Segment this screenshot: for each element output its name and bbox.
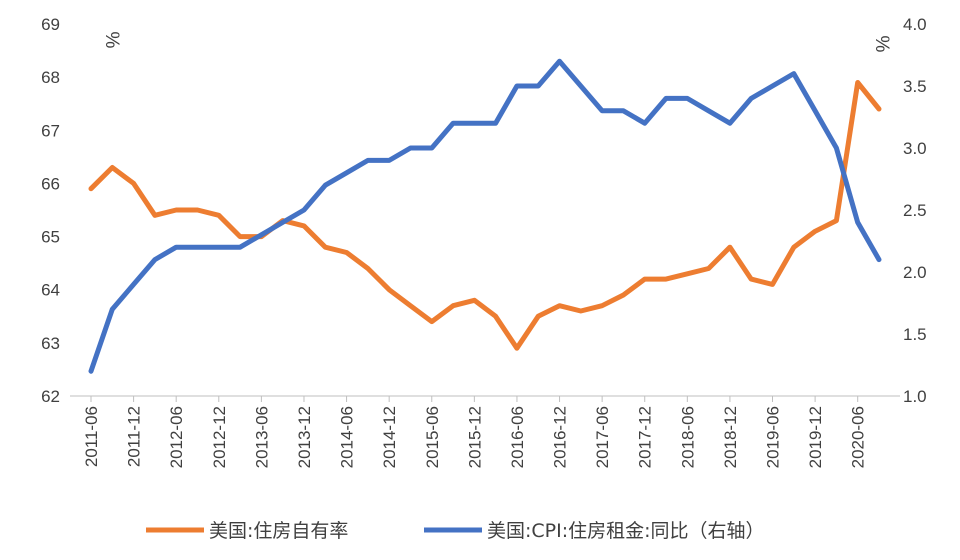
left-y-tick-label: 62 bbox=[41, 387, 60, 406]
series-layer bbox=[88, 58, 882, 374]
legend-label-homeownership-rate: 美国:住房自有率 bbox=[209, 520, 348, 542]
x-tick-label: 2011-06 bbox=[82, 406, 101, 467]
right-y-axis-ticks: 1.0 1.5 2.0 2.5 3.0 3.5 4.0 bbox=[903, 15, 927, 406]
x-tick-label: 2014-06 bbox=[338, 406, 357, 468]
x-tick-label: 2013-12 bbox=[295, 406, 314, 468]
legend-label-rent-cpi-yoy: 美国:CPI:住房租金:同比（右轴） bbox=[487, 520, 765, 542]
x-tick-label: 2017-12 bbox=[636, 406, 655, 468]
x-axis-ticks: 2011-06 2011-12 2012-06 2012-12 2013-06 2013-… bbox=[82, 396, 868, 468]
left-y-tick-label: 68 bbox=[41, 68, 60, 87]
series-line-rent-cpi-yoy bbox=[88, 58, 882, 374]
left-y-tick-label: 64 bbox=[41, 281, 60, 300]
left-y-tick-label: 69 bbox=[41, 15, 60, 34]
legend: 美国:住房自有率 美国:CPI:住房租金:同比（右轴） bbox=[146, 520, 765, 542]
x-tick-label: 2015-12 bbox=[465, 406, 484, 468]
left-y-tick-label: 65 bbox=[41, 228, 60, 247]
x-tick-label: 2018-06 bbox=[678, 406, 697, 468]
x-tick-label: 2016-12 bbox=[551, 406, 570, 468]
left-y-axis-ticks: 62 63 64 65 66 67 68 69 bbox=[41, 15, 60, 406]
x-tick-label: 2017-06 bbox=[593, 406, 612, 468]
right-y-tick-label: 2.5 bbox=[903, 201, 927, 220]
x-tick-label: 2013-06 bbox=[252, 406, 271, 468]
x-tick-label: 2016-06 bbox=[508, 406, 527, 468]
left-y-axis-unit: % bbox=[101, 32, 122, 49]
x-tick-label: 2015-06 bbox=[423, 406, 442, 468]
x-tick-label: 2019-06 bbox=[764, 406, 783, 468]
right-y-tick-label: 1.0 bbox=[903, 387, 927, 406]
right-y-tick-label: 3.5 bbox=[903, 77, 927, 96]
right-y-tick-label: 2.0 bbox=[903, 263, 927, 282]
x-tick-label: 2018-12 bbox=[721, 406, 740, 468]
left-y-tick-label: 67 bbox=[41, 121, 60, 140]
left-y-tick-label: 63 bbox=[41, 334, 60, 353]
x-tick-label: 2012-12 bbox=[210, 406, 229, 468]
right-y-tick-label: 3.0 bbox=[903, 139, 927, 158]
x-tick-label: 2014-12 bbox=[380, 406, 399, 468]
right-y-tick-label: 4.0 bbox=[903, 15, 927, 34]
x-tick-label: 2012-06 bbox=[167, 406, 186, 468]
x-tick-label: 2020-06 bbox=[849, 406, 868, 468]
series-line-homeownership-rate bbox=[88, 80, 882, 351]
right-y-tick-label: 1.5 bbox=[903, 325, 927, 344]
left-y-tick-label: 66 bbox=[41, 174, 60, 193]
right-y-axis-unit: % bbox=[871, 36, 892, 53]
x-tick-label: 2019-12 bbox=[806, 406, 825, 468]
x-tick-label: 2011-12 bbox=[125, 406, 144, 467]
